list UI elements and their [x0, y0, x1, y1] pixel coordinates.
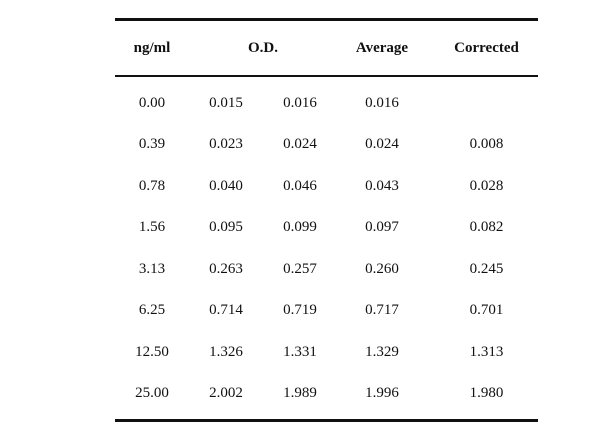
cell-od-1: 0.714: [209, 302, 243, 319]
cell-od-2: 0.016: [283, 94, 317, 111]
cell-od-2: 0.046: [283, 177, 317, 194]
cell-od-2: 0.024: [283, 136, 317, 153]
table-top-rule: [115, 18, 538, 21]
cell-average: 0.097: [365, 219, 399, 236]
cell-average: 1.329: [365, 343, 399, 360]
table-header-row: ng/ml O.D. Average Corrected: [115, 21, 538, 75]
cell-od-2: 0.257: [283, 260, 317, 277]
cell-concentration: 1.56: [138, 219, 166, 236]
header-concentration: ng/ml: [133, 39, 171, 56]
cell-od-2: 0.719: [283, 302, 317, 319]
cell-concentration: 6.25: [138, 302, 166, 319]
cell-od-1: 2.002: [209, 385, 243, 402]
header-average: Average: [355, 39, 409, 56]
cell-od-1: 0.263: [209, 260, 243, 277]
cell-corrected: 0.245: [469, 260, 504, 277]
cell-od-1: 1.326: [209, 343, 243, 360]
cell-concentration: 0.39: [138, 136, 166, 153]
table-row: 0.78 0.040 0.046 0.043 0.028: [115, 166, 538, 208]
cell-corrected: 0.028: [469, 177, 504, 194]
cell-corrected: [435, 83, 538, 125]
cell-average: 0.016: [365, 94, 399, 111]
cell-average: 0.043: [365, 177, 399, 194]
cell-corrected: 1.980: [469, 385, 504, 402]
cell-average: 0.260: [365, 260, 399, 277]
table-row: 0.00 0.015 0.016 0.016: [115, 83, 538, 125]
header-corrected: Corrected: [454, 39, 519, 56]
cell-od-2: 1.331: [283, 343, 317, 360]
cell-corrected: 0.008: [469, 136, 504, 153]
cell-od-1: 0.095: [209, 219, 243, 236]
table-row: 0.39 0.023 0.024 0.024 0.008: [115, 124, 538, 166]
cell-corrected: 0.082: [469, 219, 504, 236]
cell-od-1: 0.015: [209, 94, 243, 111]
cell-average: 0.717: [365, 302, 399, 319]
cell-od-2: 1.989: [283, 385, 317, 402]
table-bottom-rule: [115, 418, 538, 422]
table-row: 25.00 2.002 1.989 1.996 1.980: [115, 373, 538, 415]
table-row: 3.13 0.263 0.257 0.260 0.245: [115, 249, 538, 291]
cell-od-2: 0.099: [283, 219, 317, 236]
cell-concentration: 12.50: [135, 343, 169, 360]
table-header-rule: [115, 75, 538, 77]
cell-corrected: 0.701: [469, 302, 504, 319]
cell-concentration: 3.13: [138, 260, 166, 277]
table-row: 1.56 0.095 0.099 0.097 0.082: [115, 207, 538, 249]
cell-od-1: 0.023: [209, 136, 243, 153]
cell-concentration: 0.78: [138, 177, 166, 194]
cell-corrected: 1.313: [469, 343, 504, 360]
cell-concentration: 25.00: [135, 385, 169, 402]
cell-average: 0.024: [365, 136, 399, 153]
data-table: ng/ml O.D. Average Corrected 0.00 0.015 0.…: [115, 18, 538, 422]
cell-concentration: 0.00: [138, 94, 166, 111]
table-body: 0.00 0.015 0.016 0.016 0.39 0.023 0.024 0.024 0.…: [115, 83, 538, 415]
cell-od-1: 0.040: [209, 177, 243, 194]
table-row: 6.25 0.714 0.719 0.717 0.701: [115, 290, 538, 332]
table-row: 12.50 1.326 1.331 1.329 1.313: [115, 332, 538, 374]
header-od: O.D.: [248, 39, 278, 56]
cell-average: 1.996: [365, 385, 399, 402]
